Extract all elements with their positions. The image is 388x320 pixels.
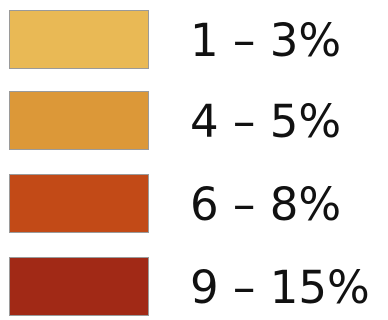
legend-item: 6 – 8% [0,174,388,236]
legend-item: 1 – 3% [0,10,388,72]
legend-swatch [9,91,149,150]
legend-item: 9 – 15% [0,257,388,319]
legend-label: 6 – 8% [190,178,342,231]
legend-swatch [9,174,149,233]
legend-label: 9 – 15% [190,261,370,314]
legend-swatch [9,10,149,69]
legend-item: 4 – 5% [0,91,388,153]
legend-label: 4 – 5% [190,95,342,148]
legend-label: 1 – 3% [190,14,342,67]
legend-swatch [9,257,149,316]
